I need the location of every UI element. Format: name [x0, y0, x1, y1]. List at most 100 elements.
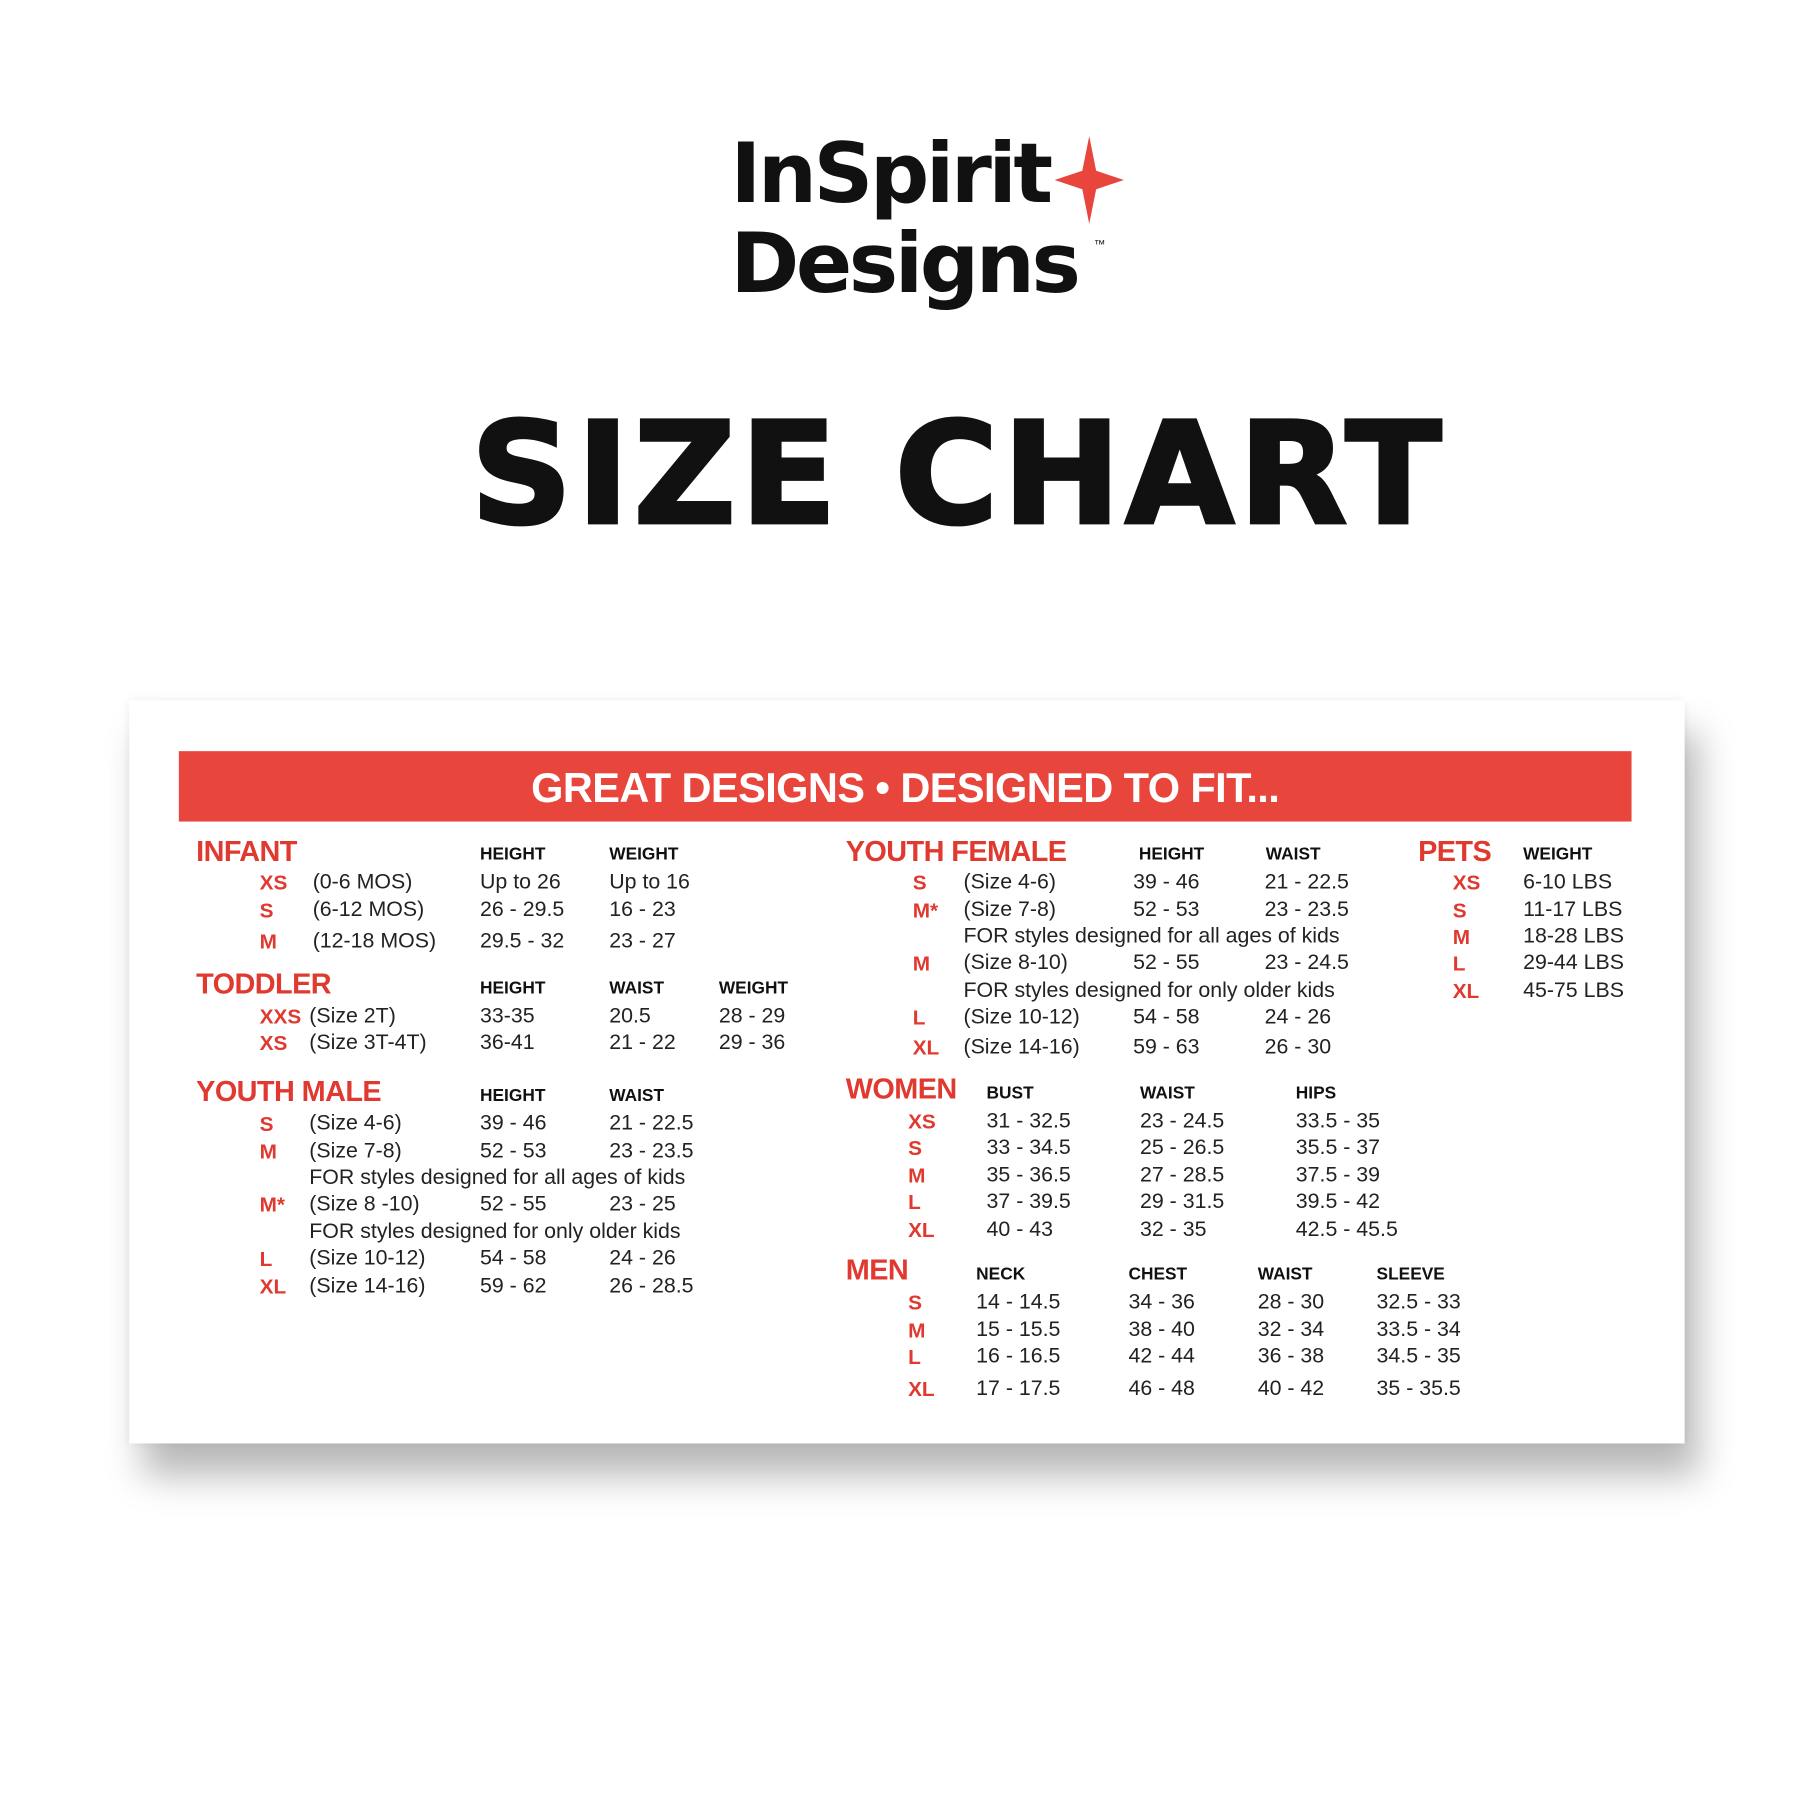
women-column-header: BUST [986, 1083, 1034, 1104]
youth-male-size-label: XL [259, 1275, 287, 1299]
youth-male-column-header: WAIST [609, 1085, 665, 1106]
page-title: SIZE CHART [469, 392, 1447, 557]
women-measurement: 37.5 - 39 [1295, 1161, 1381, 1187]
women-measurement: 23 - 24.5 [1140, 1107, 1225, 1132]
women-measurement: 40 - 43 [986, 1216, 1054, 1241]
toddler-measurement: 28 - 29 [718, 1002, 786, 1027]
men-size-label: L [908, 1345, 921, 1369]
youth-female-size-label: L [912, 1006, 926, 1030]
men-measurement: 28 - 30 [1257, 1288, 1325, 1314]
youth-male-size-label: S [259, 1112, 274, 1136]
toddler-measurement: 33-35 [480, 1002, 535, 1027]
trademark-symbol: ™ [1093, 238, 1106, 252]
youth-female-measurement: 52 - 55 [1133, 949, 1200, 974]
youth-male-measurement: 26 - 28.5 [609, 1272, 694, 1297]
men-measurement: 35 - 35.5 [1376, 1375, 1461, 1400]
pets-measurement: 45-75 LBS [1523, 977, 1624, 1002]
youth-male-measurement: 59 - 62 [480, 1272, 547, 1297]
toddler-column-header: WAIST [609, 978, 665, 999]
infant-measurement: Up to 16 [609, 868, 690, 894]
youth-female-size-label: S [912, 871, 927, 895]
infant-measurement: 16 - 23 [609, 896, 676, 921]
men-measurement: 46 - 48 [1128, 1375, 1195, 1400]
toddler-measurement: 20.5 [609, 1002, 651, 1027]
youth-female-measurement: 39 - 46 [1133, 868, 1200, 894]
youth-female-measurement: 23 - 24.5 [1264, 949, 1349, 974]
youth-male-measurement: 23 - 25 [609, 1190, 676, 1216]
women-section-title: WOMEN [845, 1073, 957, 1106]
infant-column-header: WEIGHT [609, 844, 679, 865]
youth-male-column-header: HEIGHT [480, 1085, 546, 1106]
toddler-column-header: WEIGHT [718, 978, 789, 999]
toddler-measurement: 29 - 36 [718, 1029, 786, 1054]
women-size-label: S [908, 1136, 922, 1160]
youth-female-size-description: (Size 14-16) [963, 1033, 1080, 1059]
women-measurement: 33.5 - 35 [1295, 1107, 1381, 1132]
toddler-column-header: HEIGHT [480, 978, 546, 999]
size-chart-card [129, 700, 1685, 1444]
men-size-label: M [908, 1318, 926, 1342]
infant-measurement: 23 - 27 [609, 927, 676, 952]
men-measurement: 15 - 15.5 [976, 1316, 1061, 1341]
youth-male-measurement: 21 - 22.5 [609, 1110, 694, 1135]
men-measurement: 32.5 - 33 [1376, 1288, 1461, 1314]
infant-size-description: (0-6 MOS) [312, 868, 413, 894]
women-measurement: 32 - 35 [1140, 1216, 1207, 1241]
men-column-header: CHEST [1128, 1264, 1188, 1285]
men-measurement: 14 - 14.5 [976, 1288, 1061, 1314]
men-column-header: SLEEVE [1376, 1264, 1445, 1285]
youth-female-size-description: (Size 4-6) [963, 868, 1057, 894]
women-measurement: 33 - 34.5 [986, 1134, 1071, 1159]
pets-measurement: 11-17 LBS [1523, 896, 1623, 921]
youth-male-size-description: (Size 14-16) [309, 1272, 426, 1297]
men-measurement: 33.5 - 34 [1376, 1316, 1461, 1341]
pets-measurement: 6-10 LBS [1523, 868, 1613, 894]
youth-male-size-label: M [259, 1140, 277, 1164]
men-size-label: XL [908, 1377, 935, 1401]
pets-size-label: L [1452, 951, 1466, 976]
infant-section-title: INFANT [196, 835, 297, 868]
women-measurement: 39.5 - 42 [1295, 1188, 1381, 1213]
youth-female-size-description: (Size 10-12) [963, 1003, 1080, 1029]
youth-female-note: FOR styles designed for only older kids [963, 977, 1335, 1002]
men-section-title: MEN [845, 1254, 909, 1287]
women-column-header: HIPS [1295, 1083, 1337, 1104]
women-size-label: M [908, 1164, 926, 1188]
pets-size-label: M [1452, 925, 1471, 949]
infant-size-label: XS [259, 871, 288, 895]
infant-measurement: Up to 26 [480, 868, 561, 894]
men-size-label: S [908, 1291, 922, 1315]
women-measurement: 27 - 28.5 [1140, 1161, 1225, 1187]
youth-female-measurement: 26 - 30 [1264, 1033, 1332, 1059]
men-measurement: 17 - 17.5 [976, 1375, 1061, 1400]
men-measurement: 36 - 38 [1257, 1343, 1325, 1368]
youth-male-measurement: 23 - 23.5 [609, 1137, 694, 1162]
pets-measurement: 29-44 LBS [1523, 949, 1624, 974]
toddler-size-label: XXS [259, 1005, 302, 1029]
men-measurement: 32 - 34 [1257, 1316, 1325, 1341]
youth-male-note: FOR styles designed for all ages of kids [309, 1164, 686, 1189]
youth-female-measurement: 23 - 23.5 [1264, 896, 1349, 921]
women-size-label: L [908, 1190, 921, 1214]
infant-size-description: (6-12 MOS) [312, 896, 425, 921]
infant-size-label: M [259, 930, 277, 954]
men-measurement: 42 - 44 [1128, 1343, 1195, 1368]
youth-female-size-description: (Size 8-10) [963, 949, 1068, 974]
youth-male-size-description: (Size 8 -10) [309, 1190, 420, 1216]
youth-female-measurement: 21 - 22.5 [1264, 868, 1349, 894]
youth-female-size-label: M [912, 951, 931, 976]
youth-male-measurement: 24 - 26 [609, 1245, 676, 1270]
youth-female-measurement: 24 - 26 [1264, 1003, 1332, 1029]
youth-male-size-label: L [259, 1247, 273, 1271]
youth-female-measurement: 59 - 63 [1133, 1033, 1200, 1059]
youth-female-size-description: (Size 7-8) [963, 896, 1057, 921]
toddler-measurement: 21 - 22 [609, 1029, 676, 1054]
women-measurement: 25 - 26.5 [1140, 1134, 1225, 1159]
pets-size-label: XS [1452, 871, 1481, 895]
pets-size-label: S [1452, 898, 1467, 922]
youth-male-note: FOR styles designed for only older kids [309, 1218, 681, 1243]
pets-column-header: WEIGHT [1523, 844, 1593, 865]
youth-male-size-description: (Size 4-6) [309, 1110, 402, 1135]
women-measurement: 29 - 31.5 [1140, 1188, 1225, 1213]
